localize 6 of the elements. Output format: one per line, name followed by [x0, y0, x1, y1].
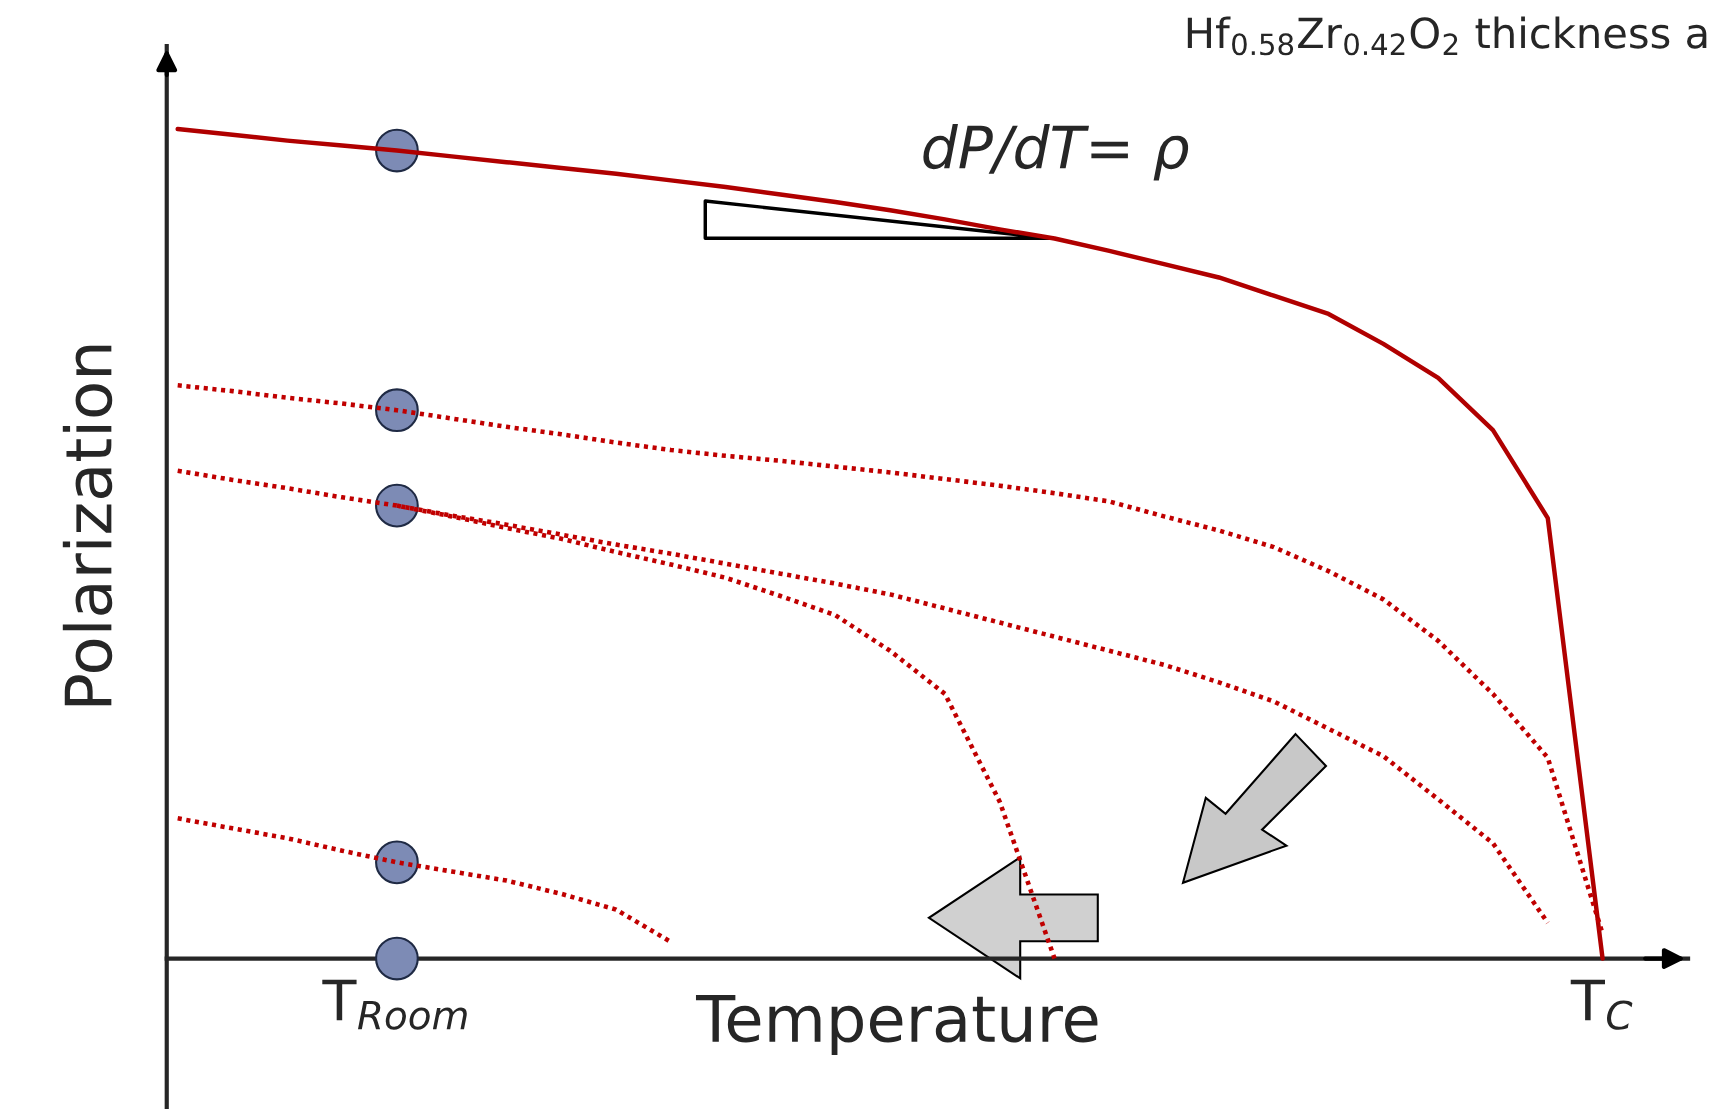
chart-title: Hf$_{0.58}$Zr$_{0.42}$O$_{2}$ thickness a — [1187, 16, 1707, 56]
annotation: dP/dT= ρ — [923, 123, 1189, 181]
x-axis-title: Temperature — [695, 995, 1098, 1055]
y-axis-title: Polarization — [62, 345, 113, 706]
x-tick-label: T$_{C}$ — [1570, 979, 1633, 1030]
x-tick-label: T$_{Room}$ — [322, 979, 467, 1030]
